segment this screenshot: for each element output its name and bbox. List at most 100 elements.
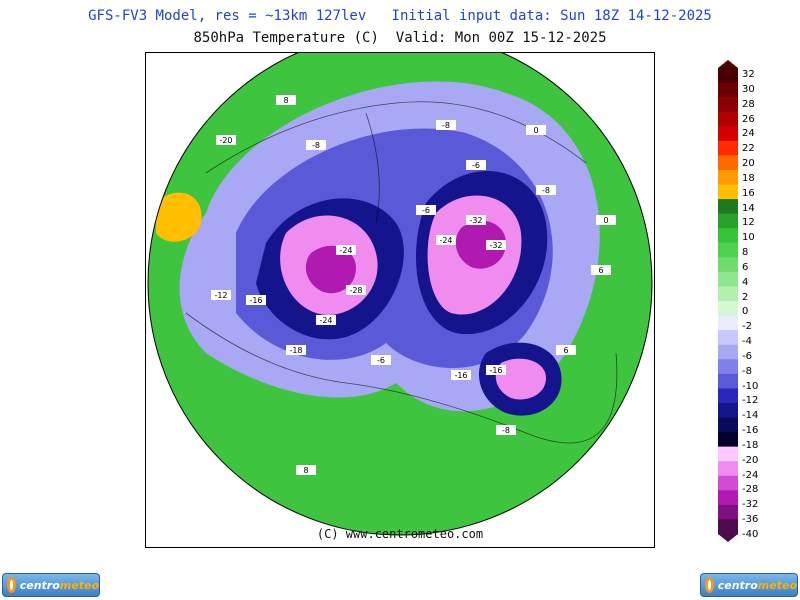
colorbar-swatch [718, 519, 738, 535]
colorbar-swatch [718, 242, 738, 258]
centrometeo-logo-left[interactable]: centrometeo [2, 573, 100, 597]
colorbar-tick-label: 20 [742, 158, 755, 170]
colorbar-tick-label: -8 [742, 365, 752, 377]
contour-label-box [591, 265, 611, 275]
contour-label-box [216, 135, 236, 145]
colorbar-tick-label: 12 [742, 217, 755, 229]
contour-label-box [486, 365, 506, 375]
very-cold-south [495, 358, 546, 400]
contour-label: -16 [249, 296, 262, 305]
contour-label-box [346, 285, 366, 295]
colorbar-swatch [718, 461, 738, 477]
contour-label: -16 [489, 366, 502, 375]
contour-label-box [496, 425, 516, 435]
colorbar-tick-label: -10 [742, 380, 759, 392]
contour-label: -6 [472, 161, 480, 170]
colorbar-swatch [718, 417, 738, 433]
extreme-cold-west [305, 245, 356, 294]
colorbar-swatch [718, 330, 738, 346]
contour-label: -18 [289, 346, 302, 355]
contour-label: -32 [469, 216, 482, 225]
contour-label: -6 [377, 356, 385, 365]
colorbar-swatch [718, 475, 738, 491]
contour-label-box [296, 465, 316, 475]
field-valid-title: 850hPa Temperature (C) Valid: Mon 00Z 15… [193, 30, 607, 46]
logo-ring-icon [7, 577, 16, 593]
colorbar-swatch [718, 155, 738, 171]
colorbar-swatch [718, 344, 738, 360]
colorbar [718, 60, 738, 542]
colorbar-tick-label: 10 [742, 232, 755, 244]
colorbar-swatch [718, 402, 738, 418]
contour-label-box [596, 215, 616, 225]
colorbar-swatch [718, 169, 738, 185]
contour-label: -8 [542, 186, 550, 195]
contour-label-box [246, 295, 266, 305]
contour-label: -24 [339, 246, 352, 255]
colorbar-tick-label: 22 [742, 143, 755, 155]
colorbar-tick-label: 14 [742, 202, 755, 214]
contour-label: 8 [283, 96, 288, 105]
centrometeo-logo-right[interactable]: centrometeo [700, 573, 798, 597]
copyright-text: (C) www.centrometeo.com [316, 527, 484, 541]
colorbar-bottom-arrow [718, 534, 738, 542]
model-info-title: GFS-FV3 Model, res = ~13km 127lev Initia… [88, 8, 712, 24]
colorbar-swatch [718, 446, 738, 462]
colorbar-swatch [718, 228, 738, 244]
contour-label: 0 [603, 216, 608, 225]
colorbar-swatch [718, 271, 738, 287]
colorbar-swatch [718, 140, 738, 156]
contour-label-box [306, 140, 326, 150]
contour-label: 0 [533, 126, 538, 135]
contour-label-box [436, 235, 456, 245]
colorbar-swatch [718, 82, 738, 98]
colorbar-tick-label: -36 [742, 514, 759, 526]
colorbar-tick-label: 6 [742, 261, 749, 273]
contour-label-box [316, 315, 336, 325]
contour-label-box [211, 290, 231, 300]
colorbar-tick-label: 28 [742, 98, 755, 110]
colorbar-tick-label: 26 [742, 113, 755, 125]
colorbar-tick-label: 16 [742, 187, 755, 199]
colorbar-swatch [718, 373, 738, 389]
colorbar-swatch [718, 111, 738, 127]
colorbar-tick-label: 2 [742, 291, 749, 303]
contour-label: -32 [489, 241, 502, 250]
warm-patch [156, 192, 202, 242]
contour-label-box [466, 215, 486, 225]
colorbar-tick-label: -20 [742, 454, 759, 466]
colorbar-tick-label: -28 [742, 484, 759, 496]
extreme-cold-east [455, 220, 506, 269]
colorbar-swatch [718, 359, 738, 375]
contour-label-box [336, 245, 356, 255]
colorbar-swatch [718, 97, 738, 113]
contour-label: -16 [454, 371, 467, 380]
contour-label-box [486, 240, 506, 250]
contour-label-box [526, 125, 546, 135]
contour-label-box [416, 205, 436, 215]
contour-label-box [286, 345, 306, 355]
map-frame: -32 -32 -24 -24 -24 -16 -16 -16 -8 -8 -8 -8 -6 -6 -6 0 0… [145, 52, 655, 548]
contour-label-box [556, 345, 576, 355]
contour-label: -8 [502, 426, 510, 435]
contour-label-box [451, 370, 471, 380]
colorbar-tick-label: -40 [742, 529, 759, 540]
colorbar-swatch [718, 286, 738, 302]
contour-label-box [371, 355, 391, 365]
colorbar-tick-label: -6 [742, 350, 752, 362]
colorbar-swatch [718, 199, 738, 215]
colorbar-tick-label: 8 [742, 247, 749, 259]
contour-label: -12 [214, 291, 227, 300]
contour-label: -6 [422, 206, 430, 215]
logo-ring-icon [705, 577, 714, 593]
colorbar-tick-label: 18 [742, 172, 755, 184]
contour-label: -28 [349, 286, 362, 295]
colorbar-tick-label: -2 [742, 321, 752, 333]
contour-label: -20 [219, 136, 232, 145]
colorbar-tick-label: -14 [742, 410, 759, 422]
contour-label-box [436, 120, 456, 130]
colorbar-top-arrow [718, 60, 738, 68]
colorbar-tick-label: 0 [742, 306, 749, 318]
contour-label: 6 [563, 346, 568, 355]
contour-label: -24 [439, 236, 452, 245]
